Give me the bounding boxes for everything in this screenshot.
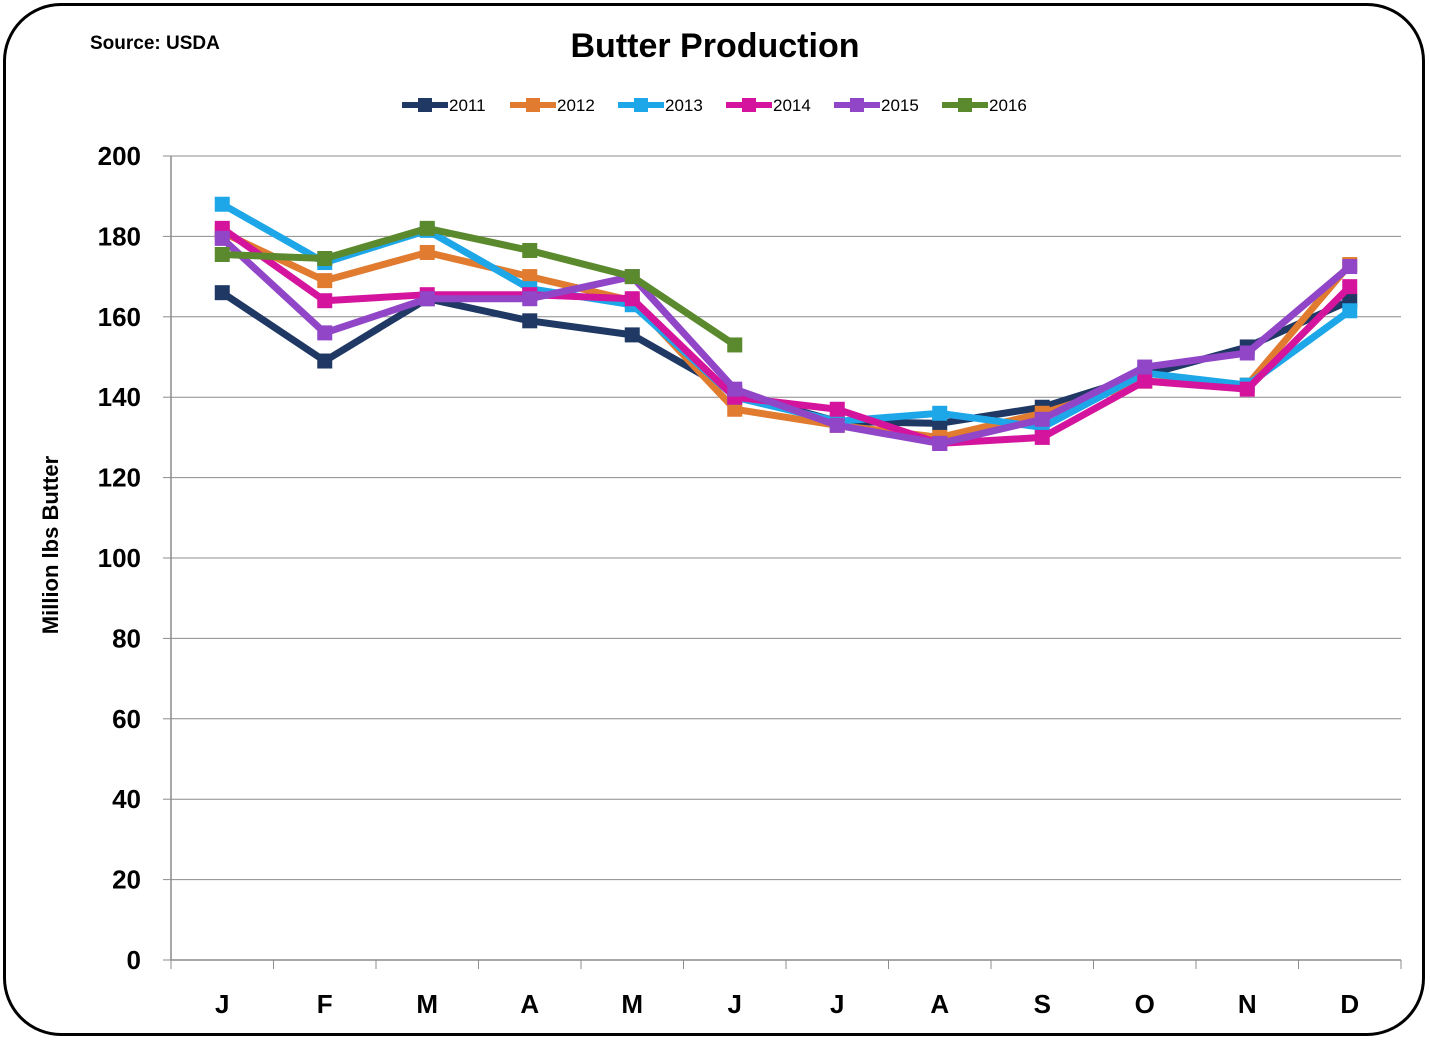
data-point [317, 325, 333, 341]
data-point [1239, 381, 1255, 397]
data-point [419, 244, 435, 260]
series-2014 [214, 220, 1358, 451]
x-tick-label: J [728, 989, 742, 1019]
series-line-2015 [218, 234, 1354, 447]
data-point [214, 196, 230, 212]
grid-lines [171, 155, 1401, 881]
y-axis-title: Million lbs Butter [38, 455, 63, 634]
legend-label: 2016 [989, 96, 1027, 115]
legend-item-2015: 2015 [834, 96, 919, 115]
legend-marker [742, 98, 756, 112]
data-point [317, 353, 333, 369]
chart-frame [3, 3, 1425, 1036]
data-point [932, 405, 948, 421]
data-point [829, 401, 845, 417]
legend-item-2014: 2014 [726, 96, 811, 115]
x-tick-label: J [215, 989, 229, 1019]
y-tick-label: 20 [112, 865, 141, 895]
legend-marker [418, 98, 432, 112]
legend-item-2016: 2016 [942, 96, 1027, 115]
data-point [317, 273, 333, 289]
series-2016 [214, 220, 743, 353]
axes [163, 155, 1402, 969]
source-note: Source: USDA [90, 33, 220, 54]
legend-item-2011: 2011 [402, 96, 486, 115]
legend-marker [958, 98, 972, 112]
legend-marker [634, 98, 648, 112]
x-tick-label: N [1238, 989, 1257, 1019]
data-point [1034, 411, 1050, 427]
x-tick-label: M [416, 989, 438, 1019]
y-tick-label: 120 [98, 463, 141, 493]
y-tick-label: 160 [98, 302, 141, 332]
legend-label: 2015 [881, 96, 919, 115]
data-point [727, 401, 743, 417]
data-point [214, 230, 230, 246]
legend-item-2012: 2012 [510, 96, 595, 115]
y-tick-label: 180 [98, 221, 141, 251]
data-point [1137, 373, 1153, 389]
y-tick-label: 100 [98, 543, 141, 573]
data-point [932, 435, 948, 451]
data-point [214, 246, 230, 262]
x-tick-label: D [1340, 989, 1359, 1019]
data-point [317, 251, 333, 267]
data-point [624, 269, 640, 285]
data-point [419, 291, 435, 307]
legend: 2011 2012 2013 2014 2015 2016 [402, 96, 1027, 115]
y-tick-label: 60 [112, 704, 141, 734]
y-tick-label: 140 [98, 382, 141, 412]
data-point [419, 220, 435, 236]
x-tick-label: J [830, 989, 844, 1019]
series-lines [214, 196, 1358, 451]
data-point [317, 293, 333, 309]
data-point [522, 313, 538, 329]
data-point [1034, 429, 1050, 445]
x-tick-label: O [1135, 989, 1155, 1019]
data-point [624, 291, 640, 307]
x-tick-label: S [1034, 989, 1051, 1019]
x-tick-label: F [317, 989, 333, 1019]
chart-title: Butter Production [570, 27, 860, 65]
y-tick-label: 0 [127, 945, 141, 975]
x-tick-label: M [621, 989, 643, 1019]
y-tick-label: 40 [112, 784, 141, 814]
data-point [1342, 279, 1358, 295]
data-point [1239, 345, 1255, 361]
x-tick-label: A [520, 989, 539, 1019]
data-point [214, 285, 230, 301]
data-point [727, 381, 743, 397]
legend-label: 2014 [773, 96, 811, 115]
y-tick-label: 80 [112, 623, 141, 653]
data-point [1342, 259, 1358, 275]
x-tick-label: A [930, 989, 949, 1019]
data-point [1342, 303, 1358, 319]
legend-label: 2011 [449, 96, 486, 115]
y-tick-labels: 0 20 40 60 80 100 120 140 160 180 200 [98, 141, 141, 975]
data-point [624, 327, 640, 343]
legend-item-2013: 2013 [618, 96, 703, 115]
legend-label: 2012 [557, 96, 595, 115]
y-tick-label: 200 [98, 141, 141, 171]
data-point [727, 337, 743, 353]
data-point [522, 291, 538, 307]
data-point [522, 269, 538, 285]
data-point [522, 242, 538, 258]
legend-label: 2013 [665, 96, 703, 115]
legend-marker [526, 98, 540, 112]
series-line-2016 [218, 224, 739, 349]
legend-marker [850, 98, 864, 112]
data-point [1137, 359, 1153, 375]
data-point [829, 417, 845, 433]
series-line-2014 [218, 224, 1354, 447]
